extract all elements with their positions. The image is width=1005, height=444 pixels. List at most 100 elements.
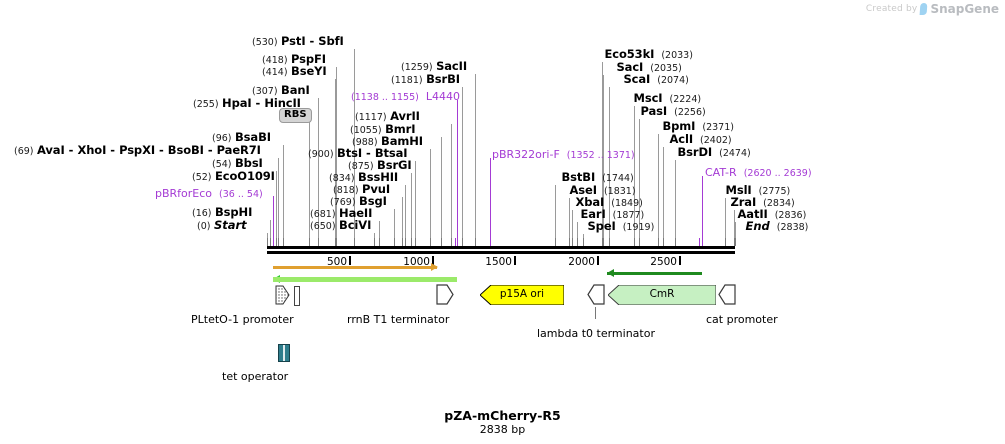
enzyme-label-row[interactable]: ScaI (2074)	[620, 73, 689, 86]
enzyme-label-row[interactable]: (1055) BmrI	[350, 123, 416, 136]
enzyme-label-row[interactable]: (530) PstI - SbfI	[252, 34, 344, 48]
enzyme-label-row[interactable]: (414) BseYI	[262, 65, 327, 78]
enzyme-label-row[interactable]: SpeI (1919)	[584, 220, 655, 233]
enzyme-label-row[interactable]: AclI (2402)	[666, 133, 732, 146]
enzyme-label-row[interactable]: (255) HpaI - HincII	[193, 97, 301, 110]
enzyme-label-row[interactable]: (96) BsaBI	[212, 131, 271, 144]
leader-line	[675, 160, 676, 246]
cut-site-tick	[658, 238, 659, 246]
cut-site-tick	[336, 238, 337, 246]
enzyme-label-row[interactable]: (1117) AvrII	[355, 110, 420, 123]
enzyme-name: BsrDI	[677, 145, 713, 159]
enzyme-position: (875)	[348, 161, 374, 172]
enzyme-label-row[interactable]: XbaI (1849)	[572, 195, 643, 209]
ruler-tick	[349, 256, 351, 265]
snapgene-watermark: Created by SnapGene	[866, 2, 999, 16]
primer-arrow[interactable]	[606, 272, 703, 275]
leader-line	[609, 87, 610, 246]
enzyme-position: (52)	[192, 172, 212, 183]
enzyme-label-row[interactable]: (69) AvaI - XhoI - PspXI - BsoBI - PaeR7…	[14, 143, 261, 157]
enzyme-label-row[interactable]: (307) BanI	[252, 84, 310, 97]
leader-line	[658, 134, 659, 246]
feature-rrnb-terminator[interactable]	[436, 284, 454, 305]
primer-site-tick	[699, 238, 700, 246]
enzyme-label-row[interactable]: PasI (2256)	[637, 104, 706, 118]
enzyme-separator: -	[203, 143, 217, 157]
enzyme-name: MscI	[633, 91, 663, 105]
enzyme-name: PstI	[281, 34, 306, 48]
cut-site-tick	[441, 238, 442, 246]
leader-line	[276, 184, 277, 246]
enzyme-label-row[interactable]: (418) PspFI	[262, 53, 326, 66]
enzyme-name: PasI	[640, 104, 668, 118]
enzyme-name: ZraI	[730, 195, 757, 209]
enzyme-label-row[interactable]: (900) BtsI - BtsaI	[308, 147, 408, 160]
enzyme-label-row[interactable]: (834) BssHII	[329, 171, 398, 184]
feature-pltet-promoter[interactable]	[275, 285, 291, 305]
enzyme-position: (530)	[252, 37, 278, 48]
enzyme-label-row[interactable]: BstBI (1744)	[558, 171, 634, 184]
ruler-tick	[432, 256, 434, 265]
enzyme-name: XbaI	[575, 195, 605, 209]
enzyme-name: AseI	[569, 183, 598, 197]
feature-label-p15a-ori: p15A ori	[499, 288, 545, 300]
primer-name: pBRforEco	[155, 187, 213, 200]
enzyme-label-row[interactable]: SacI (2035)	[613, 61, 682, 74]
enzyme-label-row[interactable]: (988) BamHI	[352, 134, 423, 148]
primer-arrow[interactable]	[272, 266, 437, 269]
enzyme-label-row[interactable]: (681) HaeII	[310, 207, 372, 220]
enzyme-position: (307)	[252, 86, 278, 97]
enzyme-position: (0)	[197, 221, 211, 232]
enzyme-label-row[interactable]: MslI (2775)	[722, 184, 791, 197]
enzyme-label-row[interactable]: BpmI (2371)	[659, 119, 734, 133]
enzyme-name: SacII	[436, 59, 468, 73]
enzyme-position: (1849)	[611, 198, 643, 209]
leader-line	[430, 149, 431, 246]
leader-line	[725, 198, 726, 246]
enzyme-label-row[interactable]: (52) EcoO109I	[192, 170, 275, 183]
enzyme-label-row[interactable]: (1259) SacII	[401, 59, 468, 73]
feature-cat-promoter[interactable]	[718, 284, 736, 305]
enzyme-label-row[interactable]: MscI (2224)	[630, 91, 702, 105]
lambda-terminator-leader	[595, 307, 596, 319]
enzyme-label-row[interactable]: End (2838)	[742, 220, 809, 233]
backbone-top-strand	[267, 246, 735, 249]
primer-label-row[interactable]: CAT-R (2620 .. 2639)	[705, 167, 812, 179]
enzyme-position: (2834)	[763, 198, 795, 209]
rbs-badge[interactable]: RBS	[279, 108, 312, 123]
enzyme-name: BamHI	[381, 134, 423, 148]
enzyme-position: (1055)	[350, 125, 382, 136]
leader-line	[475, 74, 476, 246]
enzyme-label-row[interactable]: AatII (2836)	[734, 208, 807, 221]
primer-label-row[interactable]: pBRforEco (36 .. 54)	[155, 188, 263, 200]
enzyme-label-row[interactable]: (818) PvuI	[333, 183, 390, 196]
enzyme-label-row[interactable]: (769) BsgI	[330, 195, 387, 208]
primer-label-row[interactable]: (1138 .. 1155) L4440	[351, 91, 460, 103]
ruler-tick-label: 500	[326, 256, 347, 268]
feature-p15a-ori[interactable]: p15A ori	[480, 285, 564, 305]
enzyme-label-row[interactable]: (650) BciVI	[310, 219, 371, 232]
enzyme-name: BpmI	[662, 119, 696, 133]
leader-line	[405, 185, 406, 246]
enzyme-position: (2256)	[674, 107, 706, 118]
feature-cmr[interactable]: CmR	[608, 285, 716, 305]
leader-line	[336, 67, 337, 246]
enzyme-name: Start	[213, 218, 247, 232]
enzyme-label-row[interactable]: (1181) BsrBI	[391, 73, 460, 86]
enzyme-label-row[interactable]: EarI (1877)	[577, 208, 645, 221]
cut-site-tick	[603, 238, 604, 246]
cut-site-tick	[354, 238, 355, 246]
enzyme-label-row[interactable]: (54) BbsI	[212, 157, 263, 170]
enzyme-label-row[interactable]: Eco53kI (2033)	[601, 48, 693, 61]
enzyme-label-row[interactable]: (16) BspHI	[192, 206, 252, 219]
enzyme-label-row[interactable]: (875) BsrGI	[348, 159, 412, 172]
feature-lambda-terminator[interactable]	[587, 284, 605, 305]
enzyme-label-row[interactable]: BsrDI (2474)	[674, 145, 751, 159]
enzyme-label-row[interactable]: (0) Start	[197, 218, 247, 232]
enzyme-label-row[interactable]: AseI (1831)	[566, 183, 636, 197]
enzyme-position: (96)	[212, 133, 232, 144]
feature-pltet-bar	[294, 286, 300, 306]
primer-label-row[interactable]: pBR322ori-F (1352 .. 1371)	[492, 149, 635, 161]
feature-tet-operator[interactable]	[278, 344, 290, 362]
enzyme-label-row[interactable]: ZraI (2834)	[727, 195, 795, 209]
